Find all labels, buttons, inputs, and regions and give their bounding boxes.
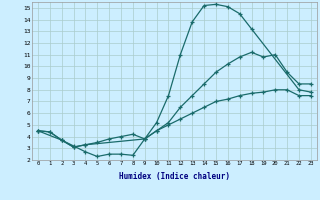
X-axis label: Humidex (Indice chaleur): Humidex (Indice chaleur) (119, 172, 230, 181)
